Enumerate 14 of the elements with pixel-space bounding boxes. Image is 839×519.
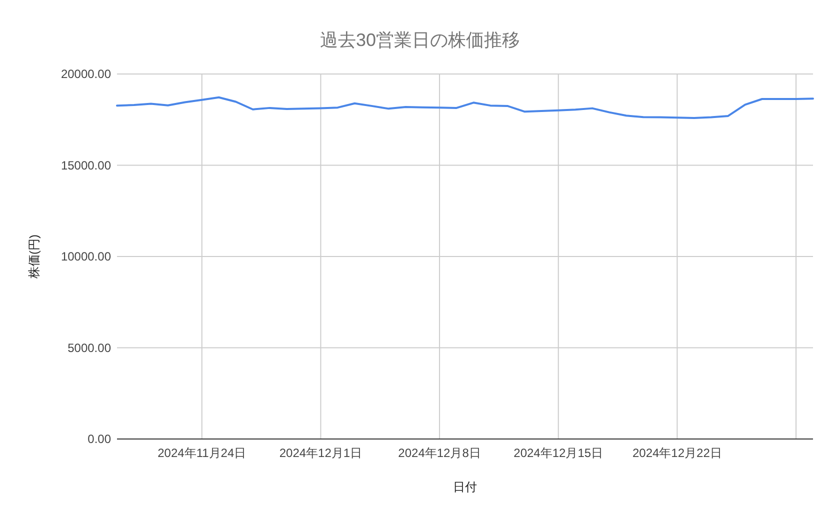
chart-title: 過去30営業日の株価推移: [320, 30, 520, 50]
x-tick-label: 2024年12月8日: [398, 446, 481, 460]
line-series: [116, 96, 814, 119]
x-tick-label: 2024年12月1日: [279, 446, 362, 460]
y-tick-label: 10000.00: [60, 250, 112, 264]
x-tick-label: 2024年12月15日: [514, 446, 604, 460]
y-tick-label: 5000.00: [68, 340, 112, 355]
y-axis-title: 株価(円): [27, 234, 41, 280]
x-tick-label: 2024年12月22日: [632, 446, 722, 460]
x-tick-label: 2024年11月24日: [158, 446, 246, 460]
y-tick-label: 0.00: [88, 432, 112, 446]
y-tick-label: 15000.00: [60, 158, 112, 172]
y-tick-label: 20000.00: [60, 67, 112, 81]
x-axis-title: 日付: [453, 480, 477, 494]
